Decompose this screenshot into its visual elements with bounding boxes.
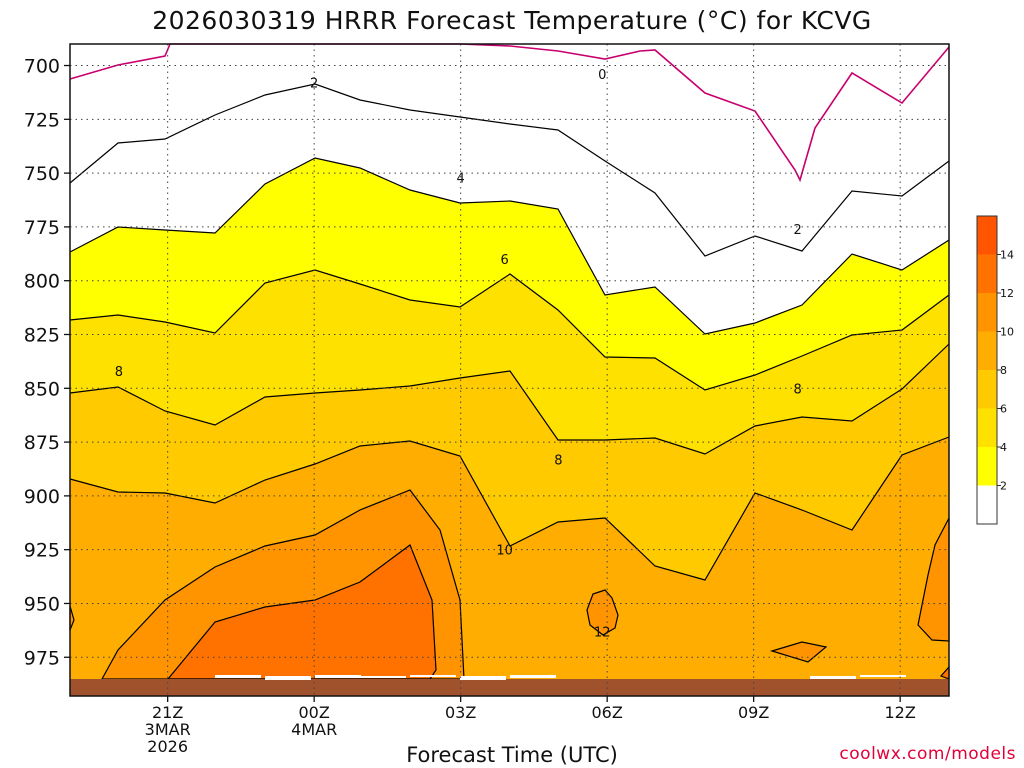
credit-text[interactable]: coolwx.com/models [839, 744, 1016, 764]
fill-region-12 [70, 606, 74, 630]
surface-gap [360, 676, 406, 678]
y-tick-label: 850 [24, 378, 60, 400]
colorbar-tick-label: 12 [1000, 287, 1014, 300]
y-tick-label: 900 [24, 486, 60, 508]
colorbar-tick-label: 10 [1000, 326, 1014, 339]
y-tick-label: 825 [24, 324, 60, 346]
y-tick-label: 875 [24, 432, 60, 454]
colorbar-tick-label: 2 [1000, 480, 1007, 493]
x-tick-label: 00Z [299, 703, 330, 722]
contour-label-8: 8 [554, 453, 562, 468]
contour-label-0: 0 [598, 68, 606, 83]
surface-gap [265, 676, 311, 680]
contour-line-12 [100, 489, 465, 680]
contour-label-10: 10 [496, 544, 513, 559]
colorbar-swatch [977, 331, 997, 370]
y-tick-label: 775 [24, 217, 60, 239]
x-tick-label: 2026 [147, 737, 188, 756]
contour-line-2 [69, 83, 950, 257]
colorbar-tick-label: 8 [1000, 364, 1007, 377]
y-tick-label: 975 [24, 647, 60, 669]
y-tick-label: 750 [24, 163, 60, 185]
contour-line-12 [586, 589, 619, 636]
contour-line-10 [69, 436, 950, 581]
surface-gap [410, 675, 456, 677]
y-tick-label: 800 [24, 271, 60, 293]
contour-line-14 [166, 544, 437, 680]
contour-label-8: 8 [793, 382, 801, 397]
colorbar-swatch [977, 254, 997, 293]
surface-gap [810, 676, 856, 679]
colorbar: 2 4 6 8 10 12 14 [976, 215, 1014, 525]
grid-lines [70, 44, 949, 696]
contour-line-6 [69, 269, 950, 391]
contour-label-6: 6 [500, 253, 508, 268]
x-tick-label: 12Z [885, 703, 916, 722]
plot-border [69, 43, 950, 697]
temperature-fill-layers [70, 84, 949, 696]
x-tick-label: 09Z [738, 703, 769, 722]
surface-gap [215, 675, 261, 678]
colorbar-swatch [977, 485, 997, 524]
surface-gap [510, 675, 556, 678]
colorbar-tick-label: 14 [1000, 249, 1014, 262]
x-axis-label: Forecast Time (UTC) [406, 743, 618, 767]
x-tick-label: 03Z [445, 703, 476, 722]
x-tick-label: 4MAR [291, 720, 337, 739]
colorbar-swatch [977, 293, 997, 332]
y-tick-label: 700 [24, 56, 60, 78]
freezing-line-0c [69, 43, 950, 183]
contour-label-4: 4 [457, 171, 465, 186]
temperature-contour-lines [69, 83, 950, 680]
contour-label-12: 12 [594, 625, 611, 640]
y-tick-label: 725 [24, 109, 60, 131]
fill-region-14 [168, 545, 436, 679]
surface-gap [460, 676, 506, 680]
y-tick-label: 950 [24, 593, 60, 615]
x-tick-label: 21Z [152, 703, 183, 722]
colorbar-tick-label: 4 [1000, 441, 1007, 454]
contour-label-8: 8 [115, 365, 123, 380]
contour-label-2: 2 [310, 77, 318, 92]
ground-surface [70, 679, 949, 696]
surface-gap [860, 675, 906, 677]
y-tick-label: 925 [24, 540, 60, 562]
surface-gap [315, 675, 361, 678]
x-tick-label: 06Z [592, 703, 623, 722]
colorbar-tick-label: 6 [1000, 403, 1007, 416]
colorbar-swatch [977, 408, 997, 447]
contour-labels: 0 2 2 4 6 8 8 8 10 12 [115, 68, 802, 640]
chart-title: 2026030319 HRRR Forecast Temperature (°C… [152, 6, 872, 35]
colorbar-swatch [977, 216, 997, 255]
colorbar-swatch [977, 370, 997, 409]
contour-line-8 [69, 343, 950, 455]
fill-region-12 [918, 518, 949, 641]
x-tick-label: 3MAR [145, 720, 191, 739]
colorbar-swatch [977, 447, 997, 486]
contour-line-4 [69, 157, 950, 335]
y-axis-ticks: 700 725 750 775 800 825 850 875 900 925 950 975 [24, 56, 70, 669]
contour-line-12 [769, 641, 828, 663]
contour-label-2: 2 [793, 223, 801, 238]
fill-region-12 [587, 590, 618, 635]
